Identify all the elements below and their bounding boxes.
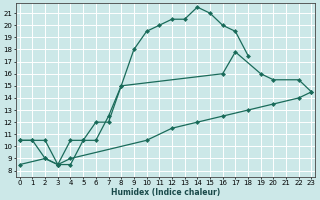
X-axis label: Humidex (Indice chaleur): Humidex (Indice chaleur)	[111, 188, 220, 197]
